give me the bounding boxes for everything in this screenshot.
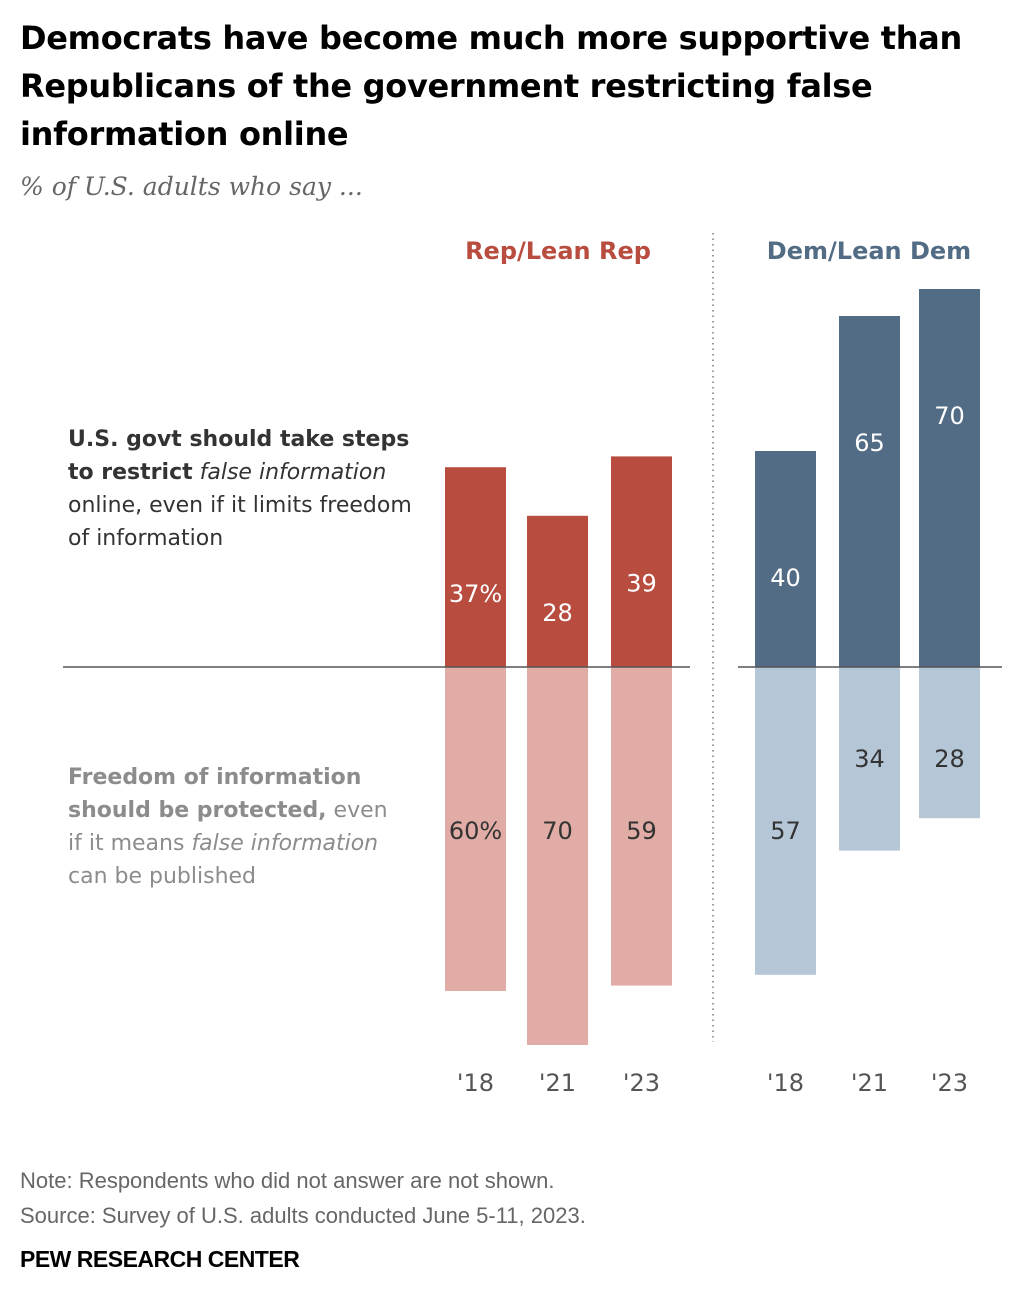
dem-group-header: Dem/Lean Dem <box>767 237 971 265</box>
chart-title: Democrats have become much more supporti… <box>20 19 962 153</box>
rep-protect-bar <box>527 667 588 1045</box>
dem-restrict-bar <box>919 289 980 667</box>
rep-restrict-bar <box>527 515 588 667</box>
restrict-label-italic: false information <box>199 460 387 485</box>
protect-label-italic: false information <box>191 831 379 856</box>
dem-year-label: '23 <box>931 1069 968 1097</box>
dem-protect-value: 34 <box>854 745 885 773</box>
source-text: Source: Survey of U.S. adults conducted … <box>20 1203 586 1228</box>
pew-logo: PEW RESEARCH CENTER <box>20 1246 300 1272</box>
chart-notes: Note: Respondents who did not answer are… <box>20 1163 586 1233</box>
rep-restrict-bar <box>611 456 672 667</box>
dem-year-label: '18 <box>767 1069 804 1097</box>
rep-protect-value: 59 <box>626 817 657 845</box>
rep-protect-value: 60% <box>449 817 502 845</box>
restrict-label-bold: U.S. govt should take steps to restrict <box>68 427 410 485</box>
dem-restrict-bar <box>755 451 816 667</box>
restrict-series-label: U.S. govt should take steps to restrict … <box>68 423 428 555</box>
rep-year-label: '21 <box>539 1069 576 1097</box>
rep-group-header: Rep/Lean Rep <box>465 237 651 265</box>
dem-restrict-value: 40 <box>770 564 801 592</box>
protect-label-pre: even if it means <box>68 798 388 856</box>
dem-restrict-value: 65 <box>854 429 885 457</box>
rep-protect-value: 70 <box>542 817 573 845</box>
chart-subtitle: % of U.S. adults who say ... <box>20 172 363 201</box>
dem-protect-bar <box>839 667 900 851</box>
rep-restrict-bar <box>445 467 506 667</box>
protect-series-label: Freedom of information should be protect… <box>68 761 398 893</box>
rep-restrict-value: 37% <box>449 580 502 608</box>
rep-protect-bar <box>445 667 506 991</box>
rep-restrict-value: 39 <box>626 569 657 597</box>
note-text: Note: Respondents who did not answer are… <box>20 1168 555 1193</box>
dem-protect-bar <box>755 667 816 975</box>
rep-protect-bar <box>611 667 672 986</box>
rep-restrict-value: 28 <box>542 599 573 627</box>
protect-label-rest: can be published <box>68 864 257 889</box>
rep-year-label: '23 <box>623 1069 660 1097</box>
dem-restrict-value: 70 <box>934 402 965 430</box>
dem-year-label: '21 <box>851 1069 888 1097</box>
dem-protect-value: 28 <box>934 745 965 773</box>
restrict-label-rest: online, even if it limits freedom of inf… <box>68 493 412 551</box>
dem-protect-value: 57 <box>770 817 801 845</box>
protect-label-bold: Freedom of information should be protect… <box>68 765 362 823</box>
dem-protect-bar <box>919 667 980 819</box>
rep-year-label: '18 <box>457 1069 494 1097</box>
dem-restrict-bar <box>839 316 900 667</box>
